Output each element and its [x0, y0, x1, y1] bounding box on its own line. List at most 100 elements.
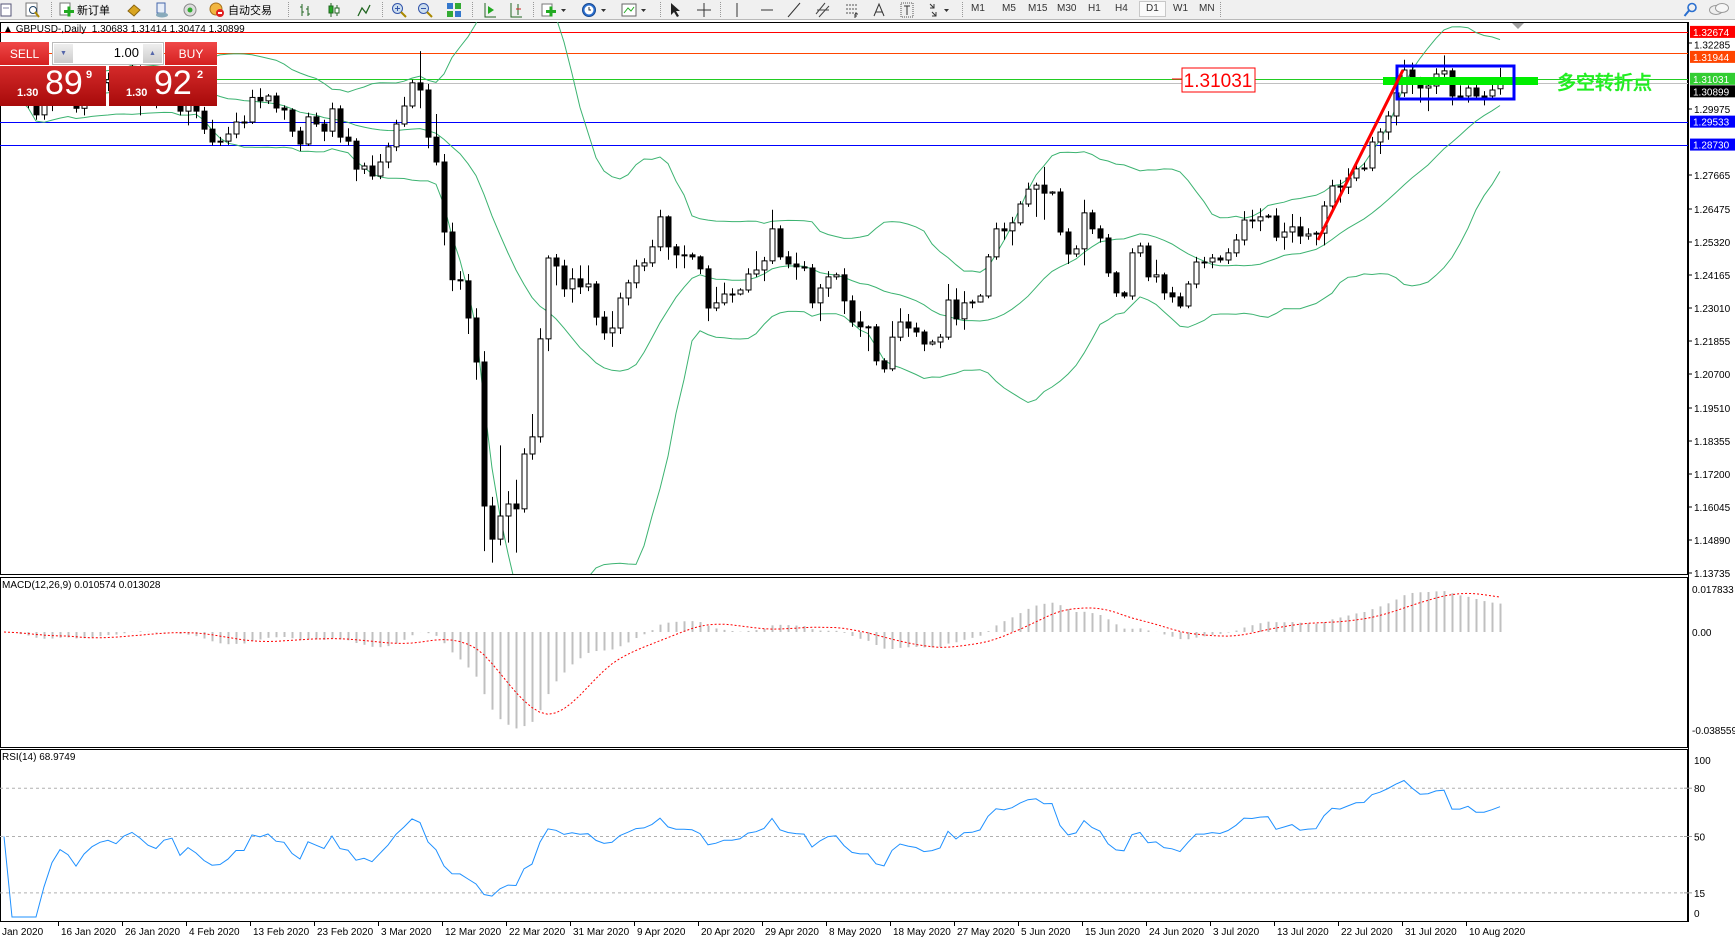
text-label-button[interactable] [900, 1, 914, 18]
equidistant-channel-button[interactable] [815, 1, 831, 18]
period-mn[interactable]: MN [1199, 3, 1215, 14]
candle [313, 112, 320, 127]
price-axis-label: 1.17200 [1694, 470, 1731, 481]
market-watch-button[interactable] [126, 1, 142, 18]
autotrading-button[interactable]: 自动交易 [208, 1, 272, 18]
buy-price-button[interactable]: 1.30 92 2 [109, 64, 217, 106]
trendline-button[interactable] [787, 1, 801, 18]
rsi-axis-label: 100 [1694, 756, 1711, 767]
candle-body [793, 263, 800, 268]
bar-chart-button[interactable] [298, 1, 312, 18]
candle [753, 251, 760, 277]
volume-up-button[interactable]: ▲ [143, 44, 162, 63]
period-m5[interactable]: M5 [1002, 3, 1016, 14]
signals-button[interactable] [182, 1, 198, 18]
candle-body [265, 95, 272, 102]
price-axis-label: 1.13735 [1694, 569, 1731, 580]
price-axis-label: 1.24165 [1694, 271, 1731, 282]
zoom-out-button[interactable] [417, 1, 433, 18]
zoom-in-button[interactable] [391, 1, 407, 18]
period-m30[interactable]: M30 [1057, 3, 1077, 14]
rsi-indicator [0, 779, 1688, 918]
candle-body [1353, 168, 1360, 179]
cursor-button[interactable] [668, 1, 682, 18]
chart-shift-button[interactable] [509, 1, 523, 18]
autoscroll-button[interactable] [483, 1, 497, 18]
candle [521, 448, 528, 513]
buy-button[interactable]: BUY [165, 42, 217, 66]
price-axis-label: 1.14890 [1694, 536, 1731, 547]
fibonacci-button[interactable] [845, 1, 859, 18]
navigator-button[interactable] [154, 1, 170, 18]
time-axis-label: 31 Mar 2020 [573, 927, 630, 938]
line-chart-button[interactable] [357, 1, 371, 18]
price-axis-label: 1.16045 [1694, 503, 1731, 514]
candle [1313, 231, 1320, 246]
vertical-line-button[interactable] [733, 1, 741, 18]
candle-body [1049, 191, 1056, 194]
rsi-axis: 100 80 50 15 0 [1684, 756, 1711, 920]
period-d1[interactable]: D1 [1139, 1, 1166, 17]
period-m15[interactable]: M15 [1028, 3, 1048, 14]
new-chart-button[interactable] [0, 1, 12, 18]
annotation-text[interactable]: 多空转折点 [1557, 72, 1653, 94]
candle-body [377, 161, 384, 177]
horizontal-line-button[interactable] [760, 1, 774, 18]
candle-body [1481, 95, 1488, 98]
trendline[interactable] [1316, 69, 1405, 241]
candle-body [1457, 95, 1464, 98]
candle-body [1017, 203, 1024, 224]
candle [209, 119, 216, 146]
volume-field[interactable]: ▼ 1.00 ▲ [52, 42, 164, 65]
candlestick-button[interactable] [327, 1, 341, 18]
candle-body [1057, 191, 1064, 233]
rsi-axis-label: 0 [1694, 909, 1700, 920]
indicators-icon [541, 3, 566, 16]
candle-body [273, 95, 280, 109]
chart-shift-marker[interactable] [1512, 23, 1524, 29]
zoom-in-icon [392, 2, 407, 18]
candle [273, 92, 280, 113]
indicators-button[interactable] [541, 1, 567, 18]
candle [601, 311, 608, 340]
candle [609, 311, 616, 347]
candle-body [585, 283, 592, 288]
candle [1129, 248, 1136, 300]
chat-button[interactable] [1708, 1, 1730, 18]
price-callout-text: 1.31031 [1184, 71, 1253, 92]
period-m1[interactable]: M1 [971, 3, 985, 14]
profiles-button[interactable] [25, 1, 41, 18]
sell-button[interactable]: SELL [0, 42, 49, 66]
candle-body [1313, 232, 1320, 235]
templates-button[interactable] [621, 1, 647, 18]
candle [769, 209, 776, 264]
periods-button[interactable] [581, 1, 607, 18]
period-h1[interactable]: H1 [1088, 3, 1101, 14]
candle-body [929, 341, 936, 345]
candle-body [1185, 283, 1192, 307]
arrows-button[interactable] [926, 1, 952, 18]
crosshair-icon [697, 2, 711, 17]
crosshair-button[interactable] [697, 1, 711, 18]
new-order-label: 新订单 [77, 3, 110, 17]
price-axis-label: 1.20700 [1694, 370, 1731, 381]
volume-down-button[interactable]: ▼ [54, 44, 73, 63]
sell-price-button[interactable]: 1.30 89 9 [0, 64, 106, 106]
candle [1329, 179, 1336, 212]
candle-body [1193, 261, 1200, 285]
tile-windows-button[interactable] [446, 1, 462, 18]
price-callout-box[interactable] [1181, 67, 1256, 93]
text-button[interactable] [873, 1, 885, 18]
period-w1[interactable]: W1 [1173, 3, 1188, 14]
zoom-out-icon [418, 2, 433, 18]
volume-input[interactable]: 1.00 [113, 45, 139, 60]
period-h4[interactable]: H4 [1115, 3, 1128, 14]
new-order-button[interactable]: 新订单 [58, 1, 110, 18]
search-button[interactable] [1683, 1, 1697, 18]
time-axis-label: 3 Jul 2020 [1213, 927, 1260, 938]
band-lower [3, 73, 1501, 574]
collapse-triangle-icon[interactable]: ▲ [3, 24, 16, 35]
autotrading-label: 自动交易 [228, 3, 272, 17]
support-resistance-bar[interactable] [1383, 77, 1538, 85]
